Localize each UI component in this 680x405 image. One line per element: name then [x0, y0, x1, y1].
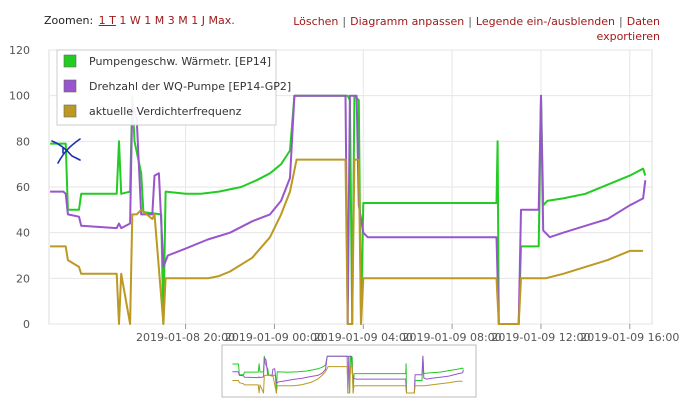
legend-swatch[interactable] — [63, 79, 77, 93]
x-tick-label: 2019-01-08 20:00 — [136, 331, 235, 344]
toggle-legend-link[interactable]: Legende ein-/ausblenden — [475, 15, 616, 28]
zoom-option-3-months[interactable]: 3 M — [167, 14, 188, 27]
series-line-2[interactable] — [50, 94, 647, 325]
legend[interactable]: Pumpengeschw. Wärmetr. [EP14] Drehzahl de… — [56, 49, 291, 126]
y-tick-label: 80 — [16, 135, 30, 148]
y-tick-label: 20 — [16, 272, 30, 285]
chart-actions: Löschen | Diagramm anpassen | Legende ein-/a… — [280, 14, 660, 44]
zoom-option-1-month[interactable]: 1 M — [144, 14, 165, 27]
customize-chart-link[interactable]: Diagramm anpassen — [350, 15, 465, 28]
series-line-3[interactable] — [50, 158, 644, 325]
range-navigator[interactable] — [221, 344, 477, 398]
x-tick-label: 2019-01-09 04:00 — [314, 331, 413, 344]
navigator-line-2 — [232, 355, 464, 394]
legend-entry-label[interactable]: Pumpengeschw. Wärmetr. [EP14] — [89, 55, 271, 68]
x-tick-label: 2019-01-09 08:00 — [403, 331, 502, 344]
y-axis: 0 20 40 60 80 100 120 — [9, 44, 30, 331]
y-tick-label: 60 — [16, 181, 30, 194]
zoom-option-1-week[interactable]: 1 W — [119, 14, 141, 27]
legend-swatch[interactable] — [63, 54, 77, 68]
navigator-line-3 — [232, 366, 463, 394]
legend-box — [56, 49, 277, 126]
y-tick-label: 120 — [9, 44, 30, 57]
legend-swatch[interactable] — [63, 104, 77, 118]
zoom-option-1-year[interactable]: 1 J — [191, 14, 205, 27]
legend-entry-label[interactable]: Drehzahl der WQ-Pumpe [EP14-GP2] — [89, 80, 291, 93]
series-lines — [50, 94, 647, 325]
separator: | — [342, 15, 347, 28]
x-tick-label: 2019-01-09 16:00 — [580, 331, 679, 344]
zoom-option-1-day[interactable]: 1 T — [98, 14, 116, 27]
zoom-option-max[interactable]: Max. — [208, 14, 235, 27]
zoom-label: Zoomen: — [44, 14, 94, 27]
y-tick-label: 40 — [16, 227, 30, 240]
legend-entry-label[interactable]: aktuelle Verdichterfrequenz — [89, 105, 242, 118]
clear-link[interactable]: Löschen — [293, 15, 339, 28]
x-tick-label: 2019-01-09 00:00 — [225, 331, 324, 344]
hand-drawn-annotation — [51, 138, 81, 164]
navigator-series — [232, 355, 464, 394]
separator: | — [468, 15, 472, 28]
export-data-link[interactable]: Daten exportieren — [596, 15, 660, 43]
chart-toolbar: Zoomen: 1 T 1 W 1 M 3 M 1 J Max. Löschen… — [0, 0, 680, 46]
x-tick-label: 2019-01-09 12:00 — [491, 331, 590, 344]
y-tick-label: 100 — [9, 90, 30, 103]
zoom-control: Zoomen: 1 T 1 W 1 M 3 M 1 J Max. — [44, 14, 235, 27]
separator: | — [619, 15, 623, 28]
y-tick-label: 0 — [23, 318, 30, 331]
